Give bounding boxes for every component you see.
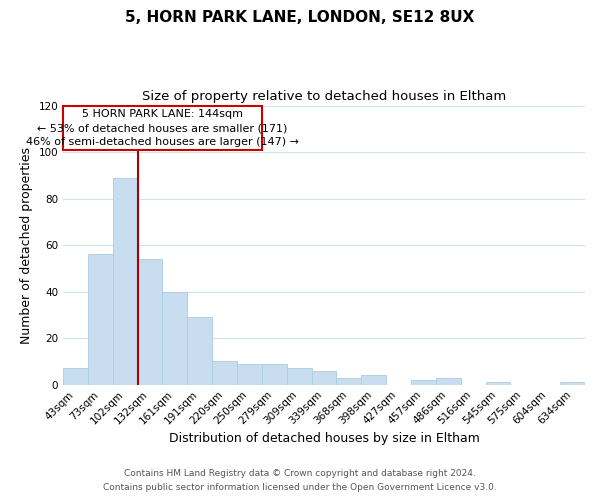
Text: 46% of semi-detached houses are larger (147) →: 46% of semi-detached houses are larger (… [26, 137, 299, 147]
Bar [63, 368, 88, 384]
Bar [436, 378, 461, 384]
Bar [361, 376, 386, 384]
Bar [187, 318, 212, 384]
Bar [411, 380, 436, 384]
Bar [113, 178, 137, 384]
Title: Size of property relative to detached houses in Eltham: Size of property relative to detached ho… [142, 90, 506, 103]
Bar [163, 292, 187, 384]
Bar [137, 259, 163, 384]
Bar [262, 364, 287, 384]
Bar [212, 362, 237, 384]
Bar [485, 382, 511, 384]
X-axis label: Distribution of detached houses by size in Eltham: Distribution of detached houses by size … [169, 432, 479, 445]
Text: Contains public sector information licensed under the Open Government Licence v3: Contains public sector information licen… [103, 484, 497, 492]
Bar [88, 254, 113, 384]
Bar [237, 364, 262, 384]
Bar [63, 106, 262, 150]
Text: 5 HORN PARK LANE: 144sqm: 5 HORN PARK LANE: 144sqm [82, 109, 243, 119]
Bar [287, 368, 311, 384]
Bar [560, 382, 585, 384]
Y-axis label: Number of detached properties: Number of detached properties [20, 146, 33, 344]
Bar [337, 378, 361, 384]
Text: 5, HORN PARK LANE, LONDON, SE12 8UX: 5, HORN PARK LANE, LONDON, SE12 8UX [125, 10, 475, 25]
Text: Contains HM Land Registry data © Crown copyright and database right 2024.: Contains HM Land Registry data © Crown c… [124, 468, 476, 477]
Text: ← 53% of detached houses are smaller (171): ← 53% of detached houses are smaller (17… [37, 123, 287, 133]
Bar [311, 371, 337, 384]
